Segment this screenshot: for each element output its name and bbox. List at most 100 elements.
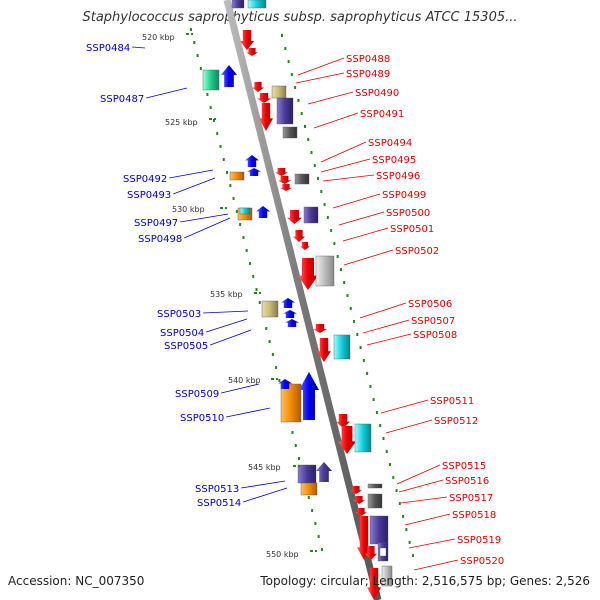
gene-feature <box>367 493 383 509</box>
tick <box>219 145 222 148</box>
tick <box>258 301 261 304</box>
gene-label: SSP0510 <box>180 413 224 424</box>
gene-feature <box>246 48 258 56</box>
tick <box>389 463 392 466</box>
gene-label: SSP0487 <box>100 94 144 105</box>
gene-leader-line <box>398 479 444 493</box>
gene-features <box>202 0 393 600</box>
tick <box>222 158 225 161</box>
tick <box>311 509 314 512</box>
tick <box>317 177 320 180</box>
gene-label: SSP0519 <box>457 535 501 546</box>
gene-label: SSP0491 <box>360 109 404 120</box>
gene-leader-line <box>243 487 288 503</box>
gene-leader-line <box>400 496 448 504</box>
tick <box>372 398 375 401</box>
tick <box>362 359 365 362</box>
gene-feature <box>367 568 381 600</box>
tick <box>349 307 352 310</box>
tick <box>320 190 323 193</box>
gene-label: SSP0508 <box>413 330 457 341</box>
tick <box>239 223 242 226</box>
gene-label: SSP0504 <box>160 328 204 339</box>
gene-feature <box>300 242 310 250</box>
gene-leader-line <box>297 57 345 76</box>
tick <box>353 320 356 323</box>
gene-feature <box>354 423 372 453</box>
kbp-scale: 520 kbp 525 kbp 530 kbp 535 kbp 540 kbp 545 k… <box>142 33 317 559</box>
kbp-label: 525 kbp <box>165 118 198 127</box>
gene-feature <box>338 426 356 454</box>
gene-label: SSP0503 <box>157 309 201 320</box>
gene-leader-line <box>366 333 412 346</box>
gene-label: SSP0502 <box>395 246 439 257</box>
gene-feature <box>381 565 393 587</box>
tick <box>356 333 359 336</box>
gene-leader-line <box>342 227 389 242</box>
tick <box>366 372 369 375</box>
tick <box>190 28 193 31</box>
gene-feature <box>202 69 220 91</box>
gene-leader-line <box>359 302 407 319</box>
tick <box>209 106 212 109</box>
gene-leader-line <box>169 169 214 179</box>
gene-leader-line <box>307 91 354 105</box>
tick <box>336 255 339 258</box>
gene-feature <box>280 383 302 423</box>
gene-feature <box>316 462 332 482</box>
tick <box>284 47 287 50</box>
tick <box>275 366 278 369</box>
gene-feature <box>247 168 261 176</box>
gene-feature <box>294 173 310 185</box>
gene-feature <box>287 210 302 224</box>
gene-feature <box>313 324 327 333</box>
gene-feature <box>365 546 377 560</box>
tick <box>317 535 320 538</box>
tick <box>297 99 300 102</box>
gene-feature <box>252 82 264 92</box>
gene-label: SSP0511 <box>430 396 474 407</box>
tick <box>193 41 196 44</box>
gene-feature <box>221 65 237 87</box>
tick <box>333 242 336 245</box>
tick <box>359 346 362 349</box>
tick <box>330 229 333 232</box>
gene-leader-line <box>146 87 188 99</box>
gene-label: SSP0505 <box>164 341 208 352</box>
gene-feature <box>276 97 294 125</box>
tick <box>226 171 229 174</box>
tick <box>298 457 301 460</box>
gene-label: SSP0500 <box>386 208 430 219</box>
gene-feature <box>333 334 351 360</box>
gene-feature <box>278 176 291 184</box>
tick <box>265 327 268 330</box>
kbp-label: 535 kbp <box>210 290 243 299</box>
gene-leader-line <box>241 480 286 489</box>
tick <box>248 262 251 265</box>
gene-feature <box>271 85 287 99</box>
kbp-label: 530 kbp <box>172 205 205 214</box>
gene-feature <box>229 171 245 181</box>
tick <box>303 125 306 128</box>
gene-leader-line <box>343 249 394 266</box>
gene-feature <box>275 168 288 176</box>
tick <box>307 138 310 141</box>
gene-feature <box>379 547 387 557</box>
tick <box>326 216 329 219</box>
gene-feature <box>369 515 389 545</box>
gene-leader-line <box>320 158 371 173</box>
gene-label: SSP0509 <box>175 389 219 400</box>
tick <box>212 119 215 122</box>
tick <box>392 476 395 479</box>
gene-feature <box>247 0 267 9</box>
gene-feature <box>299 372 319 420</box>
kbp-label: 540 kbp <box>228 376 261 385</box>
gene-feature <box>282 126 298 139</box>
gene-feature <box>297 464 317 484</box>
tick <box>405 528 408 531</box>
gene-feature <box>285 319 299 327</box>
genome-stats-text: Topology: circular; Length: 2,516,575 bp… <box>260 574 590 588</box>
tick <box>323 203 326 206</box>
gene-feature <box>350 486 362 494</box>
